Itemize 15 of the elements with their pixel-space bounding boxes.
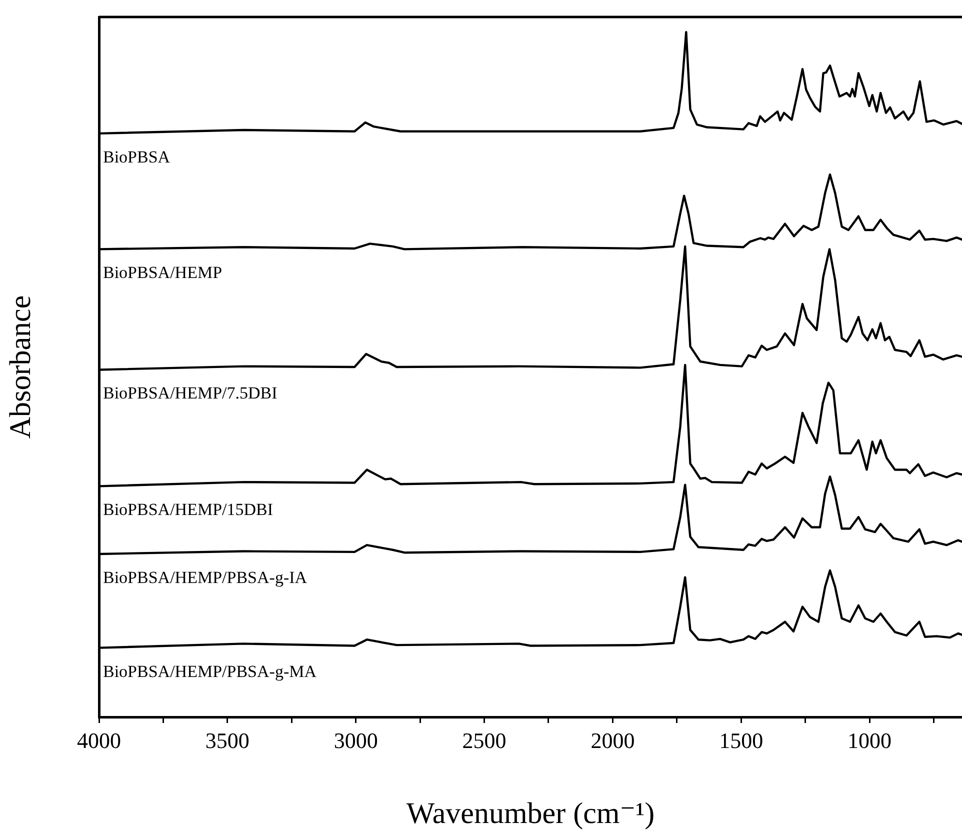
- series-label: BioPBSA/HEMP/PBSA-g-MA: [103, 662, 318, 681]
- series-label: BioPBSA/HEMP/15DBI: [103, 500, 274, 520]
- series-label: BioPBSA/HEMP/PBSA-g-IA: [103, 568, 308, 587]
- x-axis-title: Wavenumber (cm⁻¹): [406, 796, 655, 830]
- x-tick-label: 3500: [205, 728, 250, 753]
- x-tick-label: 4000: [77, 728, 121, 753]
- x-tick-label: 1000: [848, 728, 892, 753]
- x-tick-label: 2000: [590, 728, 635, 753]
- x-tick-label: 1500: [719, 728, 764, 753]
- series-label: BioPBSA: [103, 147, 171, 166]
- x-tick-label: 2500: [462, 728, 506, 753]
- y-axis-title: Absorbance: [4, 295, 37, 439]
- series-label: BioPBSA/HEMP/7.5DBI: [103, 384, 278, 403]
- series-label: BioPBSA/HEMP: [103, 263, 222, 282]
- x-tick-label: 3000: [334, 728, 378, 753]
